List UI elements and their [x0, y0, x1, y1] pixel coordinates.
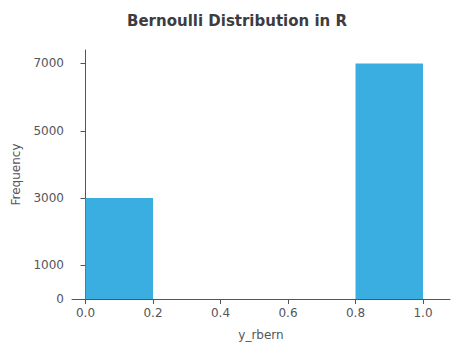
svg-text:0.4: 0.4 [211, 306, 230, 320]
svg-text:1.0: 1.0 [413, 306, 432, 320]
svg-text:0.6: 0.6 [278, 306, 297, 320]
svg-text:0: 0 [56, 292, 64, 306]
svg-text:0.2: 0.2 [143, 306, 162, 320]
svg-text:0.0: 0.0 [76, 306, 95, 320]
svg-text:Frequency: Frequency [9, 144, 23, 206]
svg-text:1000: 1000 [33, 258, 64, 272]
svg-text:5000: 5000 [33, 124, 64, 138]
svg-text:3000: 3000 [33, 191, 64, 205]
svg-text:Bernoulli Distribution in R: Bernoulli Distribution in R [127, 12, 348, 30]
svg-text:y_rbern: y_rbern [238, 328, 283, 342]
svg-text:7000: 7000 [33, 56, 64, 70]
svg-text:0.8: 0.8 [346, 306, 365, 320]
